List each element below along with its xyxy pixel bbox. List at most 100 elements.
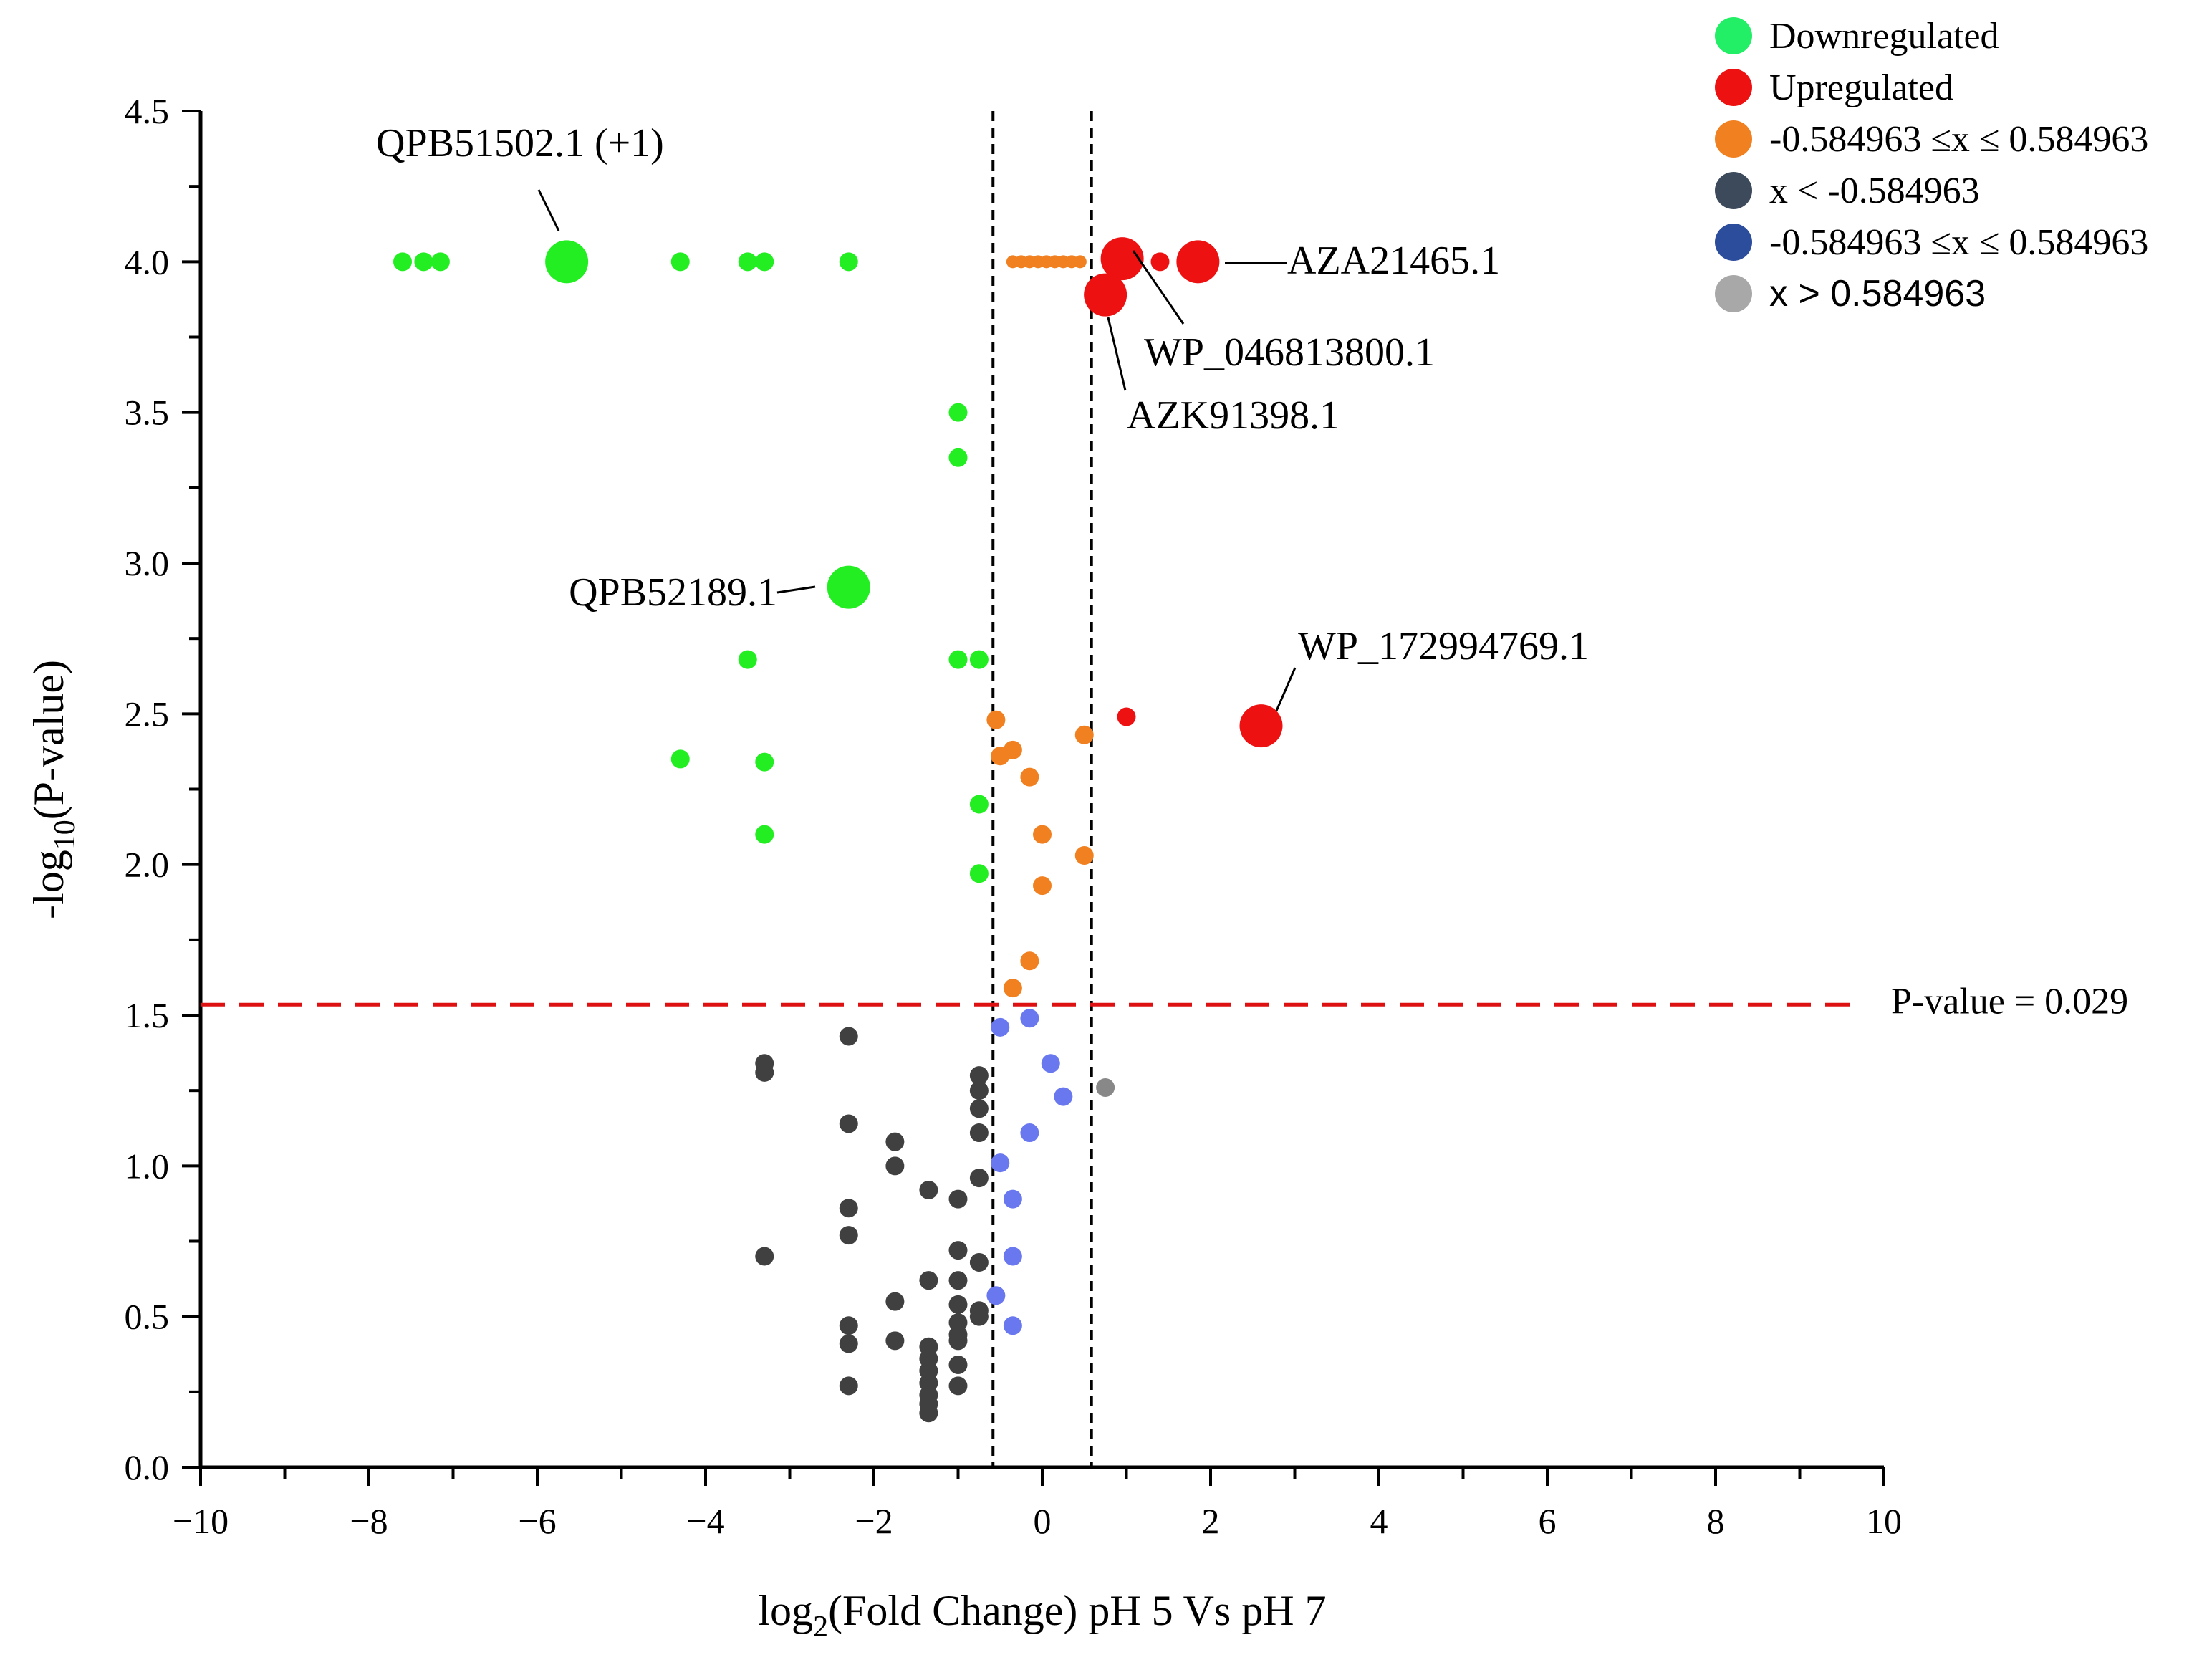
data-point xyxy=(948,650,968,669)
data-point xyxy=(431,252,450,272)
x-tick-label: 2 xyxy=(1202,1501,1220,1541)
data-point xyxy=(738,252,757,272)
data-point xyxy=(1084,273,1127,317)
legend-marker xyxy=(1715,69,1752,106)
data-point xyxy=(991,1017,1010,1037)
x-tick-label: −2 xyxy=(855,1501,893,1541)
data-point xyxy=(969,1081,989,1100)
y-axis-title: -log10(P-value) xyxy=(25,660,82,919)
data-point xyxy=(1100,237,1144,281)
data-point xyxy=(1074,846,1094,865)
data-point xyxy=(885,1132,905,1151)
data-point xyxy=(919,1271,938,1290)
y-tick-label: 0.5 xyxy=(125,1297,170,1337)
data-point xyxy=(948,1295,968,1314)
legend-label: x > 0.584963 xyxy=(1769,273,1986,315)
data-point xyxy=(948,448,968,467)
legend-label: x < -0.584963 xyxy=(1769,171,1980,211)
threshold-lines: P-value = 0.029 xyxy=(201,111,2128,1467)
legend-label: Upregulated xyxy=(1769,67,1953,108)
data-point xyxy=(991,747,1010,766)
data-point xyxy=(969,1169,989,1188)
axis-labels: log2(Fold Change) pH 5 Vs pH 7 -log10(P-v… xyxy=(25,660,1327,1644)
annotation-label: QPB52189.1 xyxy=(569,570,777,615)
x-tick-label: 6 xyxy=(1539,1501,1557,1541)
legend-marker xyxy=(1715,17,1752,54)
data-point xyxy=(1033,876,1052,896)
data-point xyxy=(1074,725,1094,744)
data-point xyxy=(839,1199,858,1218)
data-point xyxy=(948,1355,968,1374)
annotation-leader-line xyxy=(537,189,560,231)
data-point xyxy=(969,864,989,883)
data-point xyxy=(1041,1054,1060,1073)
data-point xyxy=(1020,1009,1039,1028)
y-tick-label: 0.0 xyxy=(125,1447,170,1487)
x-axis-title: log2(Fold Change) pH 5 Vs pH 7 xyxy=(758,1587,1326,1644)
x-tick-label: 4 xyxy=(1370,1501,1388,1541)
annotation-leader-line xyxy=(1107,317,1127,391)
data-point xyxy=(839,1226,858,1245)
legend-marker xyxy=(1715,120,1752,158)
data-point xyxy=(948,403,968,422)
data-point xyxy=(969,1066,989,1085)
data-point xyxy=(839,1334,858,1353)
data-point xyxy=(948,1376,968,1396)
legend-label: -0.584963 ≤x ≤ 0.584963 xyxy=(1769,119,2148,160)
data-point xyxy=(969,1099,989,1118)
data-point xyxy=(393,252,412,272)
data-point xyxy=(948,1241,968,1260)
data-point xyxy=(670,252,690,272)
data-point xyxy=(1020,767,1039,787)
axes: −10 −8 −6 −4 −2 0 2 4 6 8 10 0.0 0.5 1.0 1.5 2.0 2.5 3.0 3… xyxy=(125,91,1903,1541)
annotation-label: QPB51502.1 (+1) xyxy=(376,121,664,166)
y-tick-label: 4.0 xyxy=(125,241,170,282)
annotation-label: AZK91398.1 xyxy=(1127,393,1340,438)
data-point xyxy=(827,565,870,609)
data-point xyxy=(969,1307,989,1326)
data-point xyxy=(1117,707,1136,726)
data-point xyxy=(919,1404,938,1423)
data-point xyxy=(885,1156,905,1176)
annotation-leader-line xyxy=(776,585,816,594)
legend-marker xyxy=(1715,275,1752,312)
data-point xyxy=(1239,704,1283,748)
y-tick-label: 3.0 xyxy=(125,543,170,583)
x-tick-label: 10 xyxy=(1866,1501,1902,1541)
data-point xyxy=(755,825,774,844)
data-point xyxy=(948,1331,968,1351)
y-tick-label: 1.5 xyxy=(125,995,170,1035)
x-tick-label: −4 xyxy=(686,1501,724,1541)
data-point xyxy=(1020,951,1039,971)
data-point xyxy=(969,650,989,669)
x-tick-label: 8 xyxy=(1707,1501,1725,1541)
data-point xyxy=(986,1286,1006,1305)
annotation-label: WP_046813800.1 xyxy=(1144,330,1435,375)
x-tick-label: −6 xyxy=(518,1501,556,1541)
data-point xyxy=(839,1027,858,1046)
legend: Downregulated Upregulated -0.584963 ≤x ≤ 0… xyxy=(1715,16,2148,315)
data-point xyxy=(545,240,589,284)
data-point xyxy=(839,252,858,272)
data-point xyxy=(839,1114,858,1133)
annotations: QPB51502.1 (+1) AZA21465.1 WP_046813800.1 A… xyxy=(376,121,1589,711)
y-tick-label: 1.0 xyxy=(125,1146,170,1186)
annotation-label: WP_172994769.1 xyxy=(1298,624,1589,668)
annotation-leader-line xyxy=(1132,250,1185,325)
y-tick-label: 3.5 xyxy=(125,393,170,433)
data-point xyxy=(1096,1078,1115,1097)
data-point xyxy=(1003,1247,1022,1266)
data-point xyxy=(1020,1123,1039,1143)
data-point xyxy=(738,650,757,669)
x-tick-label: −10 xyxy=(173,1501,229,1541)
data-point xyxy=(986,710,1006,729)
data-point xyxy=(885,1331,905,1351)
data-point xyxy=(755,1247,774,1266)
annotation-leader-line xyxy=(1275,667,1297,711)
data-point xyxy=(1073,255,1087,269)
data-point xyxy=(885,1292,905,1311)
data-point xyxy=(1054,1087,1073,1106)
data-point xyxy=(919,1180,938,1199)
legend-label: -0.584963 ≤x ≤ 0.584963 xyxy=(1769,222,2148,263)
data-point xyxy=(948,1271,968,1290)
